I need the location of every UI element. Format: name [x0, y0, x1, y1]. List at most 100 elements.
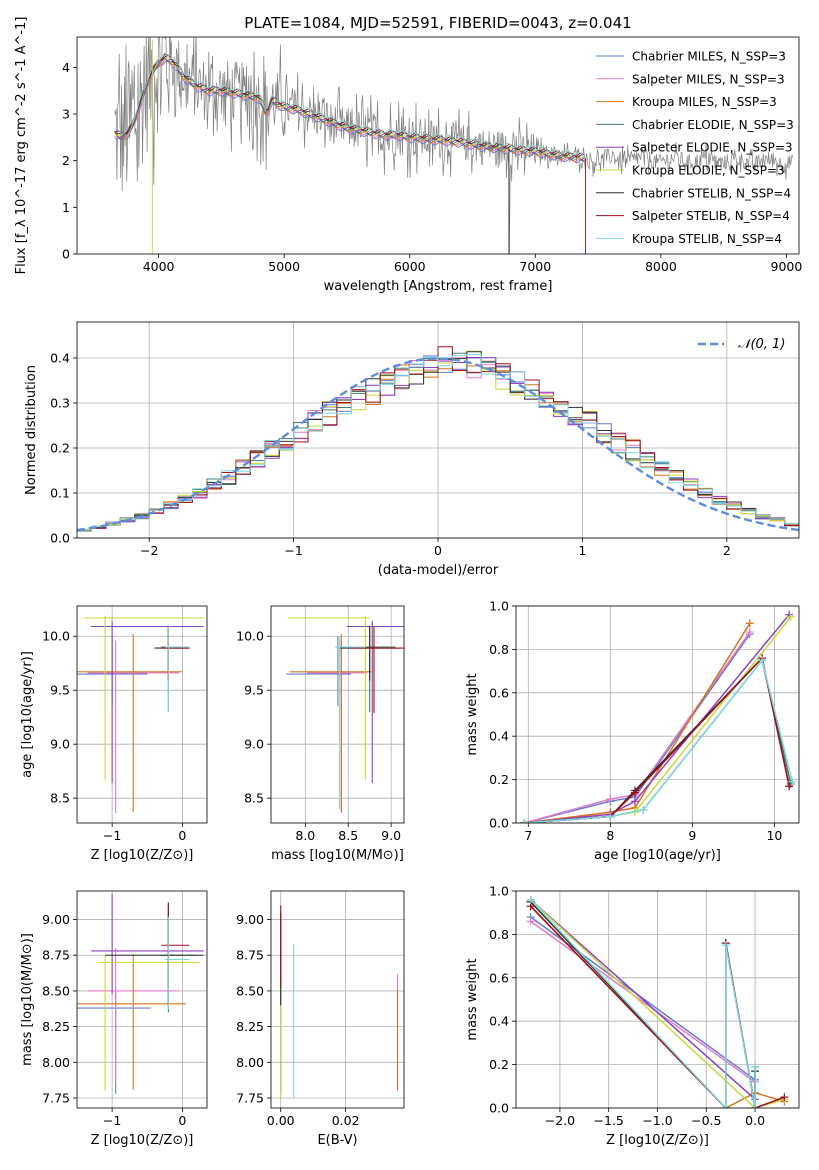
x-tick-label: 4000 [143, 259, 175, 274]
y-tick-label: 0 [62, 247, 70, 262]
x-tick-label: 9.0 [381, 828, 401, 843]
x-tick-label: 0.0 [745, 1113, 765, 1128]
legend-label: Salpeter ELODIE, N_SSP=3 [632, 141, 793, 155]
mass_vs_Z-axes: −1 0 7.75 8.00 8.25 8.50 8.75 9.00 Z [log10(Z/Z⊙… [20, 891, 207, 1148]
y-tick-label: 0.6 [489, 685, 509, 700]
data-point [105, 905, 204, 1006]
y-tick-label: 0.4 [50, 351, 70, 366]
x-tick-label: −2.0 [545, 1113, 575, 1128]
y-tick-label: 8.00 [236, 1055, 264, 1070]
x-tick-label: 6000 [394, 259, 426, 274]
y-tick-label: 4 [62, 60, 70, 75]
legend-label: Kroupa MILES, N_SSP=3 [632, 95, 777, 109]
legend-label: Kroupa STELIB, N_SSP=4 [632, 232, 782, 246]
data-point [161, 625, 190, 712]
mass_vs_EBV-axes: 0.00 0.02 7.75 8.00 8.25 8.50 8.75 9.00 E(B-V) [236, 891, 404, 1148]
y-tick-label: 0.2 [489, 772, 509, 787]
weight_vs_Z-frame [515, 890, 800, 1109]
data-point [335, 636, 366, 809]
x-axis-label: wavelength [Angstrom, rest frame] [324, 279, 553, 294]
weight-marker [721, 941, 730, 950]
x-tick-label: −1.5 [594, 1113, 624, 1128]
y-axis-label: mass [log10(M/M⊙)] [20, 933, 35, 1066]
histogram-8 [77, 354, 799, 532]
data-point [348, 626, 404, 713]
spectrum-legend: Chabrier MILES, N_SSP=3 Salpeter MILES, N… [596, 50, 794, 246]
weight-marker [606, 795, 615, 804]
y-tick-label: 8.5 [50, 791, 70, 806]
weight-marker [786, 612, 795, 621]
weight-marker [630, 788, 639, 797]
x-axis-label: Z [log10(Z/Z⊙)] [91, 1133, 194, 1148]
weight-line-3 [524, 658, 792, 823]
y-tick-label: 2 [62, 153, 70, 168]
y-tick-label: 8.25 [236, 1019, 264, 1034]
residuals-axes: −2 −1 0 1 2 0.0 0.1 0.2 0.3 0.4 (data-model)/error… [24, 322, 799, 578]
y-axis-label: age [log10(age/yr)] [20, 651, 35, 778]
y-tick-label: 10.0 [236, 629, 264, 644]
age_vs_Z-axes: −1 0 8.5 9.0 9.5 10.0 Z [log10(Z/Z⊙)] age [log1… [20, 606, 207, 863]
y-tick-label: 0.6 [489, 970, 509, 985]
data-point [77, 634, 183, 813]
y-tick-label: 8.75 [236, 948, 264, 963]
weight-marker [751, 1062, 760, 1071]
weight-marker [520, 819, 529, 823]
gaussian-curve [77, 357, 799, 532]
model-line-8 [114, 51, 585, 157]
legend-label: Kroupa ELODIE, N_SSP=3 [632, 164, 785, 178]
weight-line-6 [524, 656, 790, 823]
mass_vs_Z-frame [76, 890, 208, 1109]
x-tick-label: 0 [178, 828, 186, 843]
y-tick-label: 0.0 [489, 1101, 509, 1116]
weight-line-5 [530, 899, 785, 1108]
x-tick-label: 9 [688, 828, 696, 843]
legend-label: Chabrier STELIB, N_SSP=4 [632, 186, 791, 200]
y-tick-label: 7.75 [236, 1091, 264, 1106]
x-tick-label: 8000 [645, 259, 677, 274]
weight-marker [751, 1104, 760, 1108]
data-point [288, 615, 370, 780]
x-axis-label: (data-model)/error [378, 563, 499, 578]
x-tick-label: 7 [524, 828, 532, 843]
x-tick-label: 0.02 [332, 1113, 360, 1128]
y-tick-label: 9.0 [244, 737, 264, 752]
y-tick-label: 8.75 [42, 948, 70, 963]
y-tick-label: 0.2 [489, 1057, 509, 1072]
weight-marker [788, 777, 797, 786]
x-tick-label: 0 [178, 1113, 186, 1128]
y-tick-label: 9.00 [236, 912, 264, 927]
age_vs_mass-axes: 8.0 8.5 9.0 8.5 9.0 9.5 10.0 mass [log10(M/M⊙)] [236, 606, 404, 863]
y-tick-label: 9.0 [50, 737, 70, 752]
histogram-7 [77, 346, 799, 532]
y-tick-label: 0.2 [50, 441, 70, 456]
weight-line-8 [524, 658, 794, 823]
spectrum-frame [76, 36, 800, 255]
weight-marker [745, 628, 754, 637]
y-tick-label: 0.0 [489, 816, 509, 831]
y-tick-label: 1.0 [489, 884, 509, 899]
weight-marker [526, 917, 535, 926]
data-point [91, 621, 204, 784]
weight-marker [758, 656, 767, 665]
weight-marker [526, 895, 535, 904]
observed-spectrum [114, 37, 794, 254]
x-tick-label: 9000 [771, 259, 803, 274]
y-tick-label: 1.0 [489, 599, 509, 614]
model-line-4 [114, 58, 585, 160]
y-tick-label: 0.8 [489, 927, 509, 942]
y-tick-label: 0.4 [489, 1014, 509, 1029]
x-axis-label: E(B-V) [317, 1133, 357, 1148]
age_vs_mass-frame [270, 605, 405, 824]
weight-marker [780, 1093, 789, 1102]
panels: 4000 5000 6000 7000 8000 900001234wavelength … [14, 17, 803, 1148]
weight-line-4 [524, 614, 790, 823]
data-point [164, 625, 190, 712]
legend-label: Chabrier MILES, N_SSP=3 [632, 50, 786, 64]
y-tick-label: 8.25 [42, 1019, 70, 1034]
y-axis-label: mass weight [465, 958, 480, 1040]
x-axis-label: mass [log10(M/M⊙)] [271, 848, 404, 863]
x-tick-label: 0.00 [267, 1113, 295, 1128]
data-point [77, 953, 186, 1090]
y-tick-label: 10.0 [42, 629, 70, 644]
